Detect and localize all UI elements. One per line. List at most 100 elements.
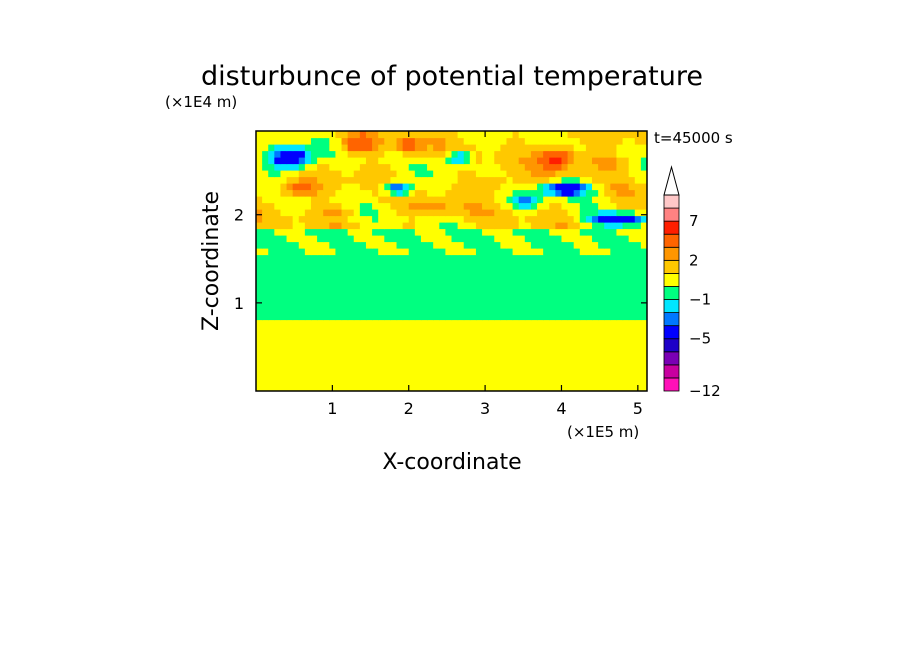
contour-cell bbox=[353, 235, 361, 243]
contour-cell bbox=[579, 163, 587, 171]
contour-cell bbox=[384, 202, 392, 210]
contour-cell bbox=[341, 241, 349, 249]
contour-cell bbox=[304, 358, 312, 366]
contour-cell bbox=[390, 365, 398, 373]
contour-cell bbox=[579, 131, 587, 139]
contour-cell bbox=[610, 287, 618, 295]
contour-cell bbox=[488, 313, 495, 321]
contour-cell bbox=[378, 235, 385, 243]
contour-cell bbox=[610, 280, 618, 288]
contour-cell bbox=[598, 358, 605, 366]
contour-cell bbox=[408, 222, 416, 230]
contour-cell bbox=[622, 365, 630, 373]
contour-cell bbox=[341, 378, 349, 386]
contour-cell bbox=[610, 241, 618, 249]
contour-cell bbox=[317, 306, 324, 314]
contour-cell bbox=[543, 345, 550, 353]
contour-cell bbox=[598, 222, 605, 230]
contour-cell bbox=[585, 144, 593, 152]
contour-cell bbox=[420, 241, 428, 249]
contour-cell bbox=[524, 157, 532, 165]
contour-cell bbox=[457, 241, 465, 249]
contour-cell bbox=[622, 222, 630, 230]
contour-cell bbox=[372, 196, 379, 204]
contour-cell bbox=[372, 280, 379, 288]
contour-cell bbox=[317, 131, 324, 139]
contour-cell bbox=[451, 345, 459, 353]
contour-cell bbox=[549, 352, 556, 360]
contour-cell bbox=[585, 352, 593, 360]
contour-cell bbox=[280, 189, 288, 197]
contour-cell bbox=[427, 189, 434, 197]
contour-cell bbox=[280, 196, 288, 204]
contour-cell bbox=[292, 378, 300, 386]
contour-cell bbox=[500, 235, 508, 243]
contour-cell bbox=[530, 176, 538, 184]
contour-cell bbox=[463, 313, 471, 321]
contour-cell bbox=[280, 339, 288, 347]
contour-cell bbox=[640, 176, 647, 184]
contour-cell bbox=[274, 176, 282, 184]
contour-cell bbox=[567, 157, 575, 165]
contour-cell bbox=[506, 365, 514, 373]
contour-cell bbox=[256, 170, 263, 178]
contour-cell bbox=[390, 163, 398, 171]
contour-cell bbox=[353, 261, 361, 269]
contour-cell bbox=[500, 280, 508, 288]
contour-cell bbox=[262, 267, 269, 275]
contour-cell bbox=[567, 170, 575, 178]
contour-cell bbox=[573, 196, 581, 204]
contour-cell bbox=[561, 228, 569, 236]
contour-cell bbox=[555, 248, 563, 256]
contour-cell bbox=[341, 287, 349, 295]
contour-cell bbox=[592, 241, 599, 249]
contour-cell bbox=[341, 300, 349, 308]
contour-cell bbox=[372, 144, 379, 152]
contour-cell bbox=[378, 345, 385, 353]
contour-cell bbox=[634, 313, 642, 321]
contour-cell bbox=[640, 163, 647, 171]
contour-cell bbox=[317, 371, 324, 379]
contour-cell bbox=[445, 209, 453, 217]
contour-cell bbox=[292, 287, 300, 295]
contour-cell bbox=[579, 313, 587, 321]
contour-cell bbox=[292, 150, 300, 158]
contour-cell bbox=[500, 209, 508, 217]
contour-cell bbox=[439, 384, 446, 391]
contour-cell bbox=[530, 241, 538, 249]
contour-cell bbox=[622, 293, 630, 301]
plot-frame bbox=[255, 130, 648, 392]
contour-cell bbox=[396, 163, 404, 171]
contour-cell bbox=[317, 267, 324, 275]
contour-cell bbox=[628, 183, 636, 191]
contour-cell bbox=[310, 215, 318, 223]
contour-cell bbox=[414, 287, 422, 295]
contour-cell bbox=[567, 267, 575, 275]
contour-cell bbox=[335, 228, 343, 236]
contour-cell bbox=[256, 345, 263, 353]
contour-cell bbox=[262, 189, 269, 197]
contour-cell bbox=[317, 287, 324, 295]
contour-cell bbox=[640, 170, 647, 178]
contour-cell bbox=[359, 345, 367, 353]
contour-cell bbox=[427, 365, 434, 373]
contour-cell bbox=[561, 170, 569, 178]
contour-cell bbox=[512, 131, 520, 139]
contour-cell bbox=[537, 215, 544, 223]
contour-cell bbox=[463, 365, 471, 373]
contour-cell bbox=[341, 196, 349, 204]
contour-cell bbox=[335, 358, 343, 366]
contour-cell bbox=[610, 209, 618, 217]
contour-cell bbox=[482, 241, 489, 249]
contour-cell bbox=[365, 170, 373, 178]
contour-cell bbox=[268, 274, 275, 282]
contour-cell bbox=[310, 371, 318, 379]
contour-cell bbox=[598, 170, 605, 178]
contour-cell bbox=[256, 189, 263, 197]
contour-cell bbox=[256, 384, 263, 391]
contour-cell bbox=[365, 202, 373, 210]
contour-cell bbox=[494, 326, 501, 334]
contour-cell bbox=[469, 183, 477, 191]
contour-cell bbox=[298, 384, 306, 391]
contour-cell bbox=[402, 365, 410, 373]
